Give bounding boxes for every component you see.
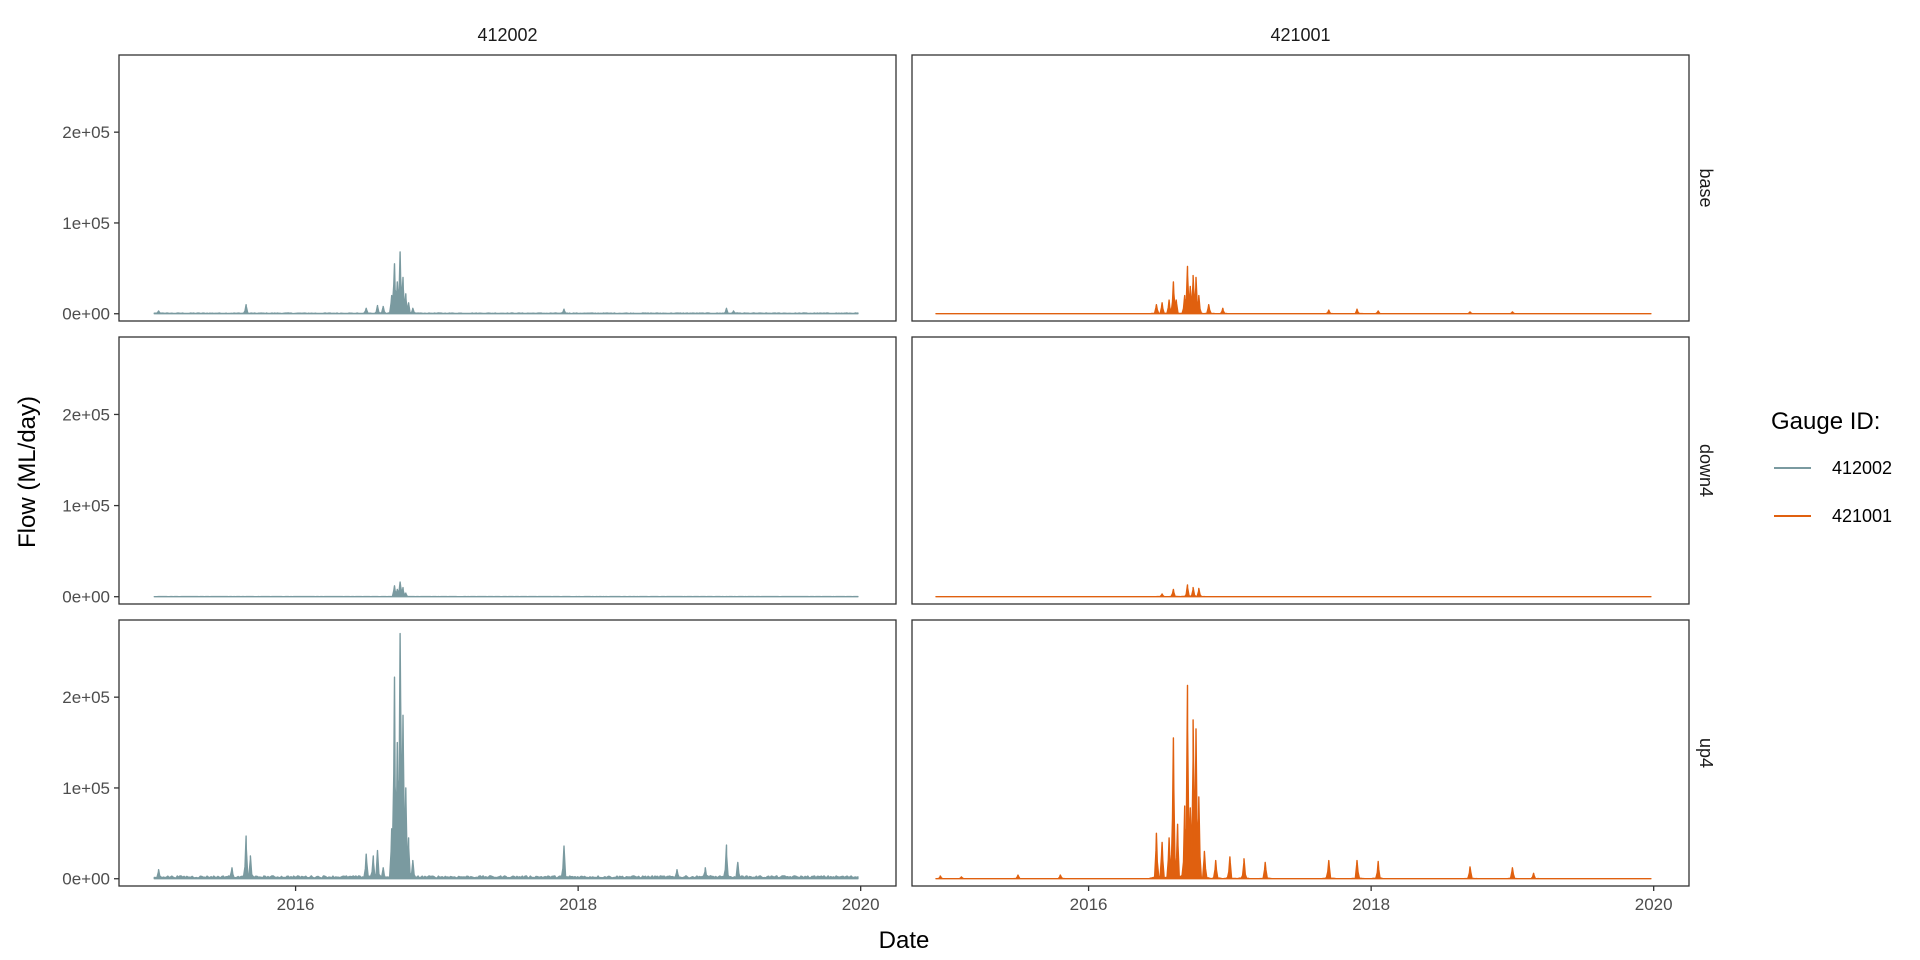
y-tick-label: 2e+05 <box>62 123 110 142</box>
panel-412002-up4: 0e+00 1e+05 2e+05 2016 2018 2020 <box>62 619 897 914</box>
y-tick-label: 1e+05 <box>62 497 110 516</box>
x-tick-label: 2016 <box>277 895 315 914</box>
panel-frame <box>118 619 897 887</box>
x-axis-title: Date <box>879 927 930 954</box>
panel-frame <box>911 54 1690 322</box>
series-area-412002-up4 <box>153 632 859 880</box>
series-area-421001-base <box>935 265 1652 315</box>
y-tick-label: 2e+05 <box>62 688 110 707</box>
panel-frame <box>911 619 1690 887</box>
x-tick-label: 2018 <box>559 895 597 914</box>
y-tick-label: 0e+00 <box>62 870 110 889</box>
series-area-421001-up4 <box>935 684 1652 880</box>
x-tick-label: 2020 <box>1635 895 1673 914</box>
panel-frame <box>911 336 1690 605</box>
y-tick-label: 1e+05 <box>62 214 110 233</box>
x-tick-label: 2016 <box>1070 895 1108 914</box>
panel-421001-up4: 2016 2018 2020 <box>911 619 1690 914</box>
y-tick-label: 0e+00 <box>62 305 110 324</box>
labels-layer: 412002 421001 base down4 up4 <box>477 25 1716 768</box>
series-area-412002-down4 <box>153 581 859 598</box>
y-tick-label: 2e+05 <box>62 405 110 424</box>
legend: Gauge ID: 412002 421001 <box>1771 408 1892 526</box>
y-tick-label: 1e+05 <box>62 779 110 798</box>
facet-row-label: up4 <box>1696 738 1716 768</box>
facet-row-label: base <box>1696 168 1716 207</box>
panels-layer: 0e+00 1e+05 2e+05 0e+00 1e+05 2e+05 0e+00 1e+05… <box>62 54 1690 914</box>
legend-label-412002: 412002 <box>1832 458 1892 478</box>
series-area-421001-down4 <box>935 584 1652 598</box>
facet-column-label: 421001 <box>1270 25 1330 45</box>
panel-frame <box>118 336 897 605</box>
panel-421001-down4 <box>911 336 1690 605</box>
legend-title: Gauge ID: <box>1771 408 1880 435</box>
facet-row-label: down4 <box>1696 444 1716 497</box>
y-axis-title: Flow (ML/day) <box>14 396 41 548</box>
panel-421001-base <box>911 54 1690 322</box>
panel-412002-down4: 0e+00 1e+05 2e+05 <box>62 336 897 607</box>
x-tick-label: 2018 <box>1352 895 1390 914</box>
y-tick-label: 0e+00 <box>62 588 110 607</box>
x-tick-label: 2020 <box>842 895 880 914</box>
facet-column-label: 412002 <box>477 25 537 45</box>
legend-label-421001: 421001 <box>1832 506 1892 526</box>
panel-frame <box>118 54 897 322</box>
series-area-412002-base <box>153 251 859 315</box>
panel-412002-base: 0e+00 1e+05 2e+05 <box>62 54 897 324</box>
